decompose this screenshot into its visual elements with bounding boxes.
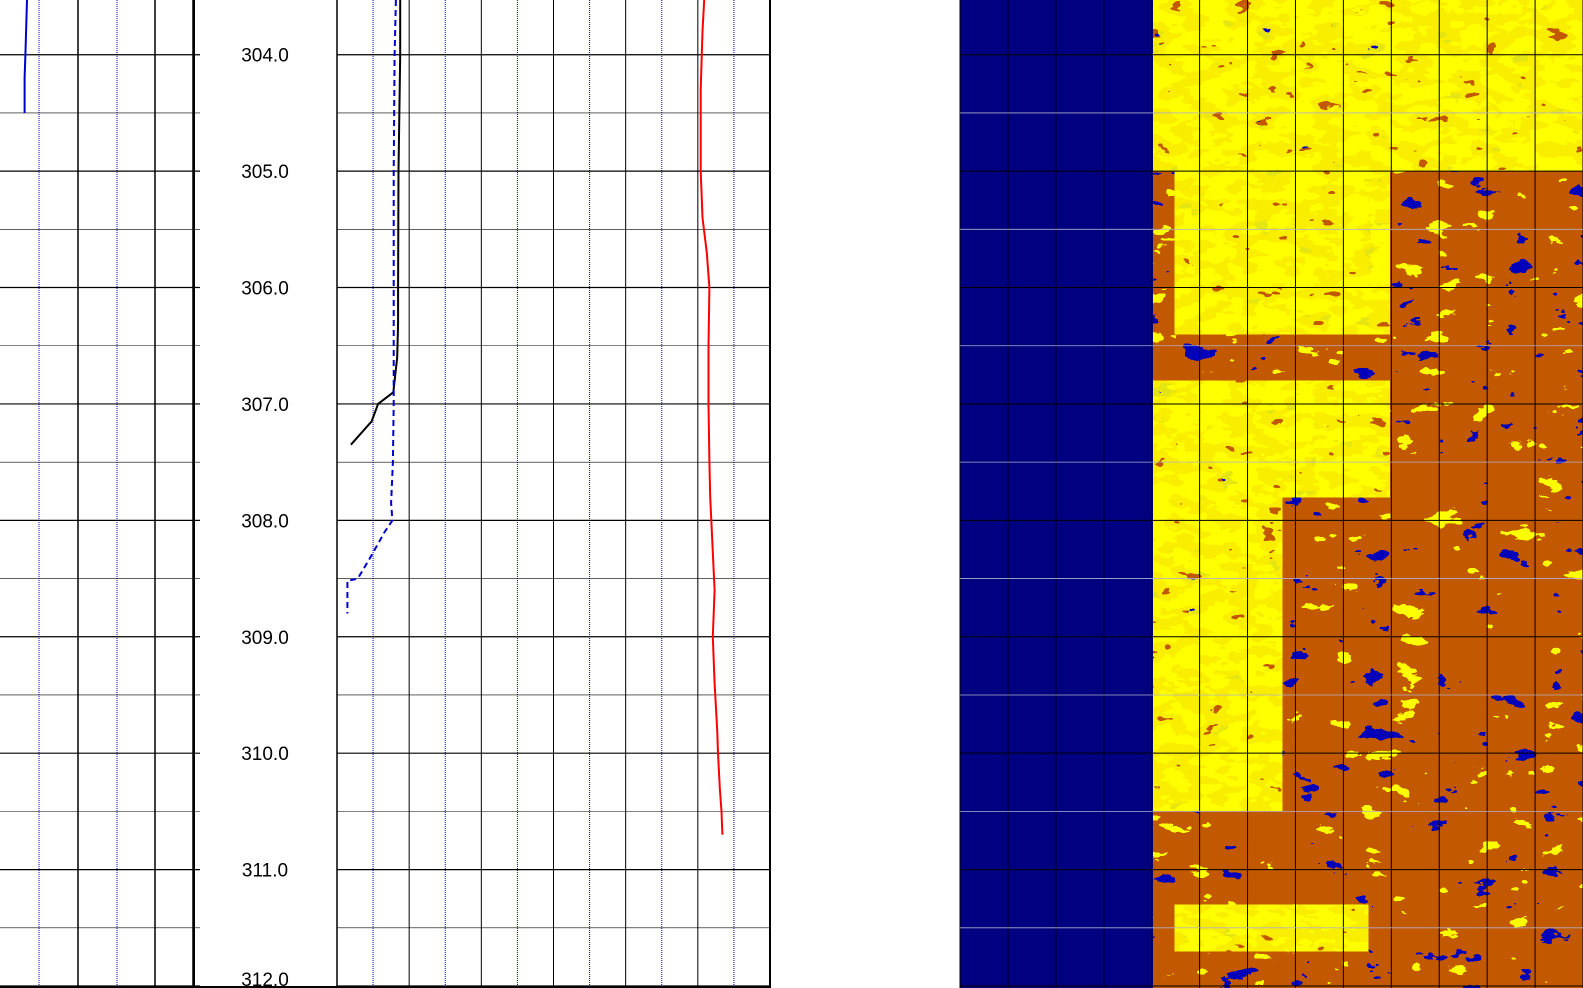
track3-series-2 [699, 0, 724, 835]
depth-tick-label: 312.0 [241, 970, 289, 988]
depth-tick-label: 304.0 [241, 46, 289, 67]
image-bright-zone [1153, 0, 1583, 172]
track-borders [0, 0, 771, 988]
depth-tick-label: 310.0 [241, 744, 289, 765]
depth-tick-label: 305.0 [241, 162, 289, 183]
depth-track: 304.0 305.0 306.0 307.0 308.0 309.0 310.0 311.0… [241, 46, 289, 988]
grid-layer [0, 0, 771, 988]
image-bright-zone [1174, 171, 1390, 335]
track3-series-1 [346, 0, 397, 614]
track1-series-0 [23, 0, 28, 113]
depth-tick-label: 311.0 [242, 861, 288, 882]
depth-tick-label: 308.0 [241, 511, 289, 532]
image-track [959, 0, 1583, 988]
track3-series-0 [350, 0, 402, 446]
depth-tick-label: 307.0 [241, 395, 289, 416]
depth-tick-label: 309.0 [241, 628, 289, 649]
curve-layer [23, 0, 724, 835]
depth-tick-label: 306.0 [241, 279, 289, 300]
image-bright-zone [1153, 380, 1390, 498]
image-bright-zone [1153, 497, 1283, 812]
